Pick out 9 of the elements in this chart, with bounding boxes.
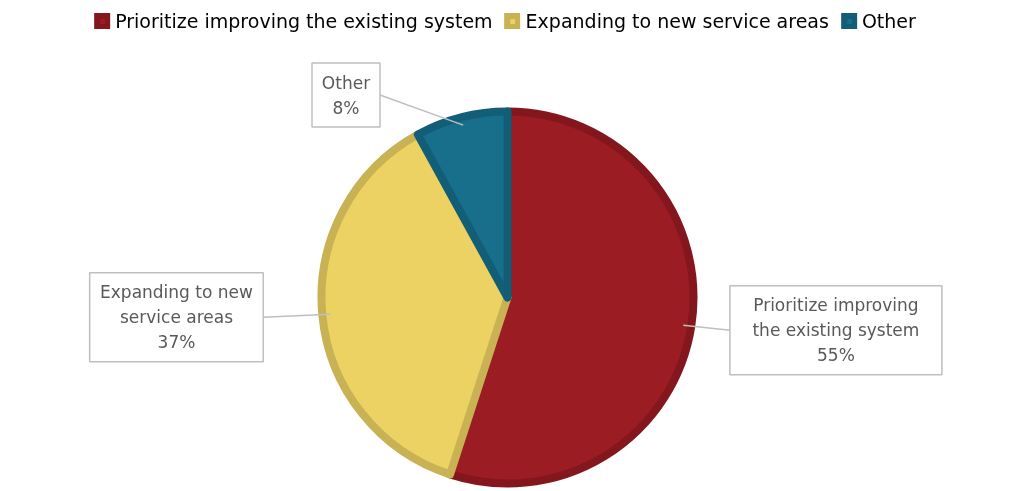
legend-label: Prioritize improving the existing system <box>115 10 493 32</box>
slice-label: Other <box>321 72 371 93</box>
slice-label: Prioritize improving the existing system <box>752 295 920 341</box>
slice-label: Expanding to new service areas <box>100 282 254 328</box>
legend-label: Expanding to new service areas <box>525 10 829 32</box>
data-label: 8% <box>332 97 360 118</box>
data-label: 37% <box>157 332 196 353</box>
data-label: 55% <box>817 345 855 366</box>
legend-label: Other <box>861 10 916 32</box>
